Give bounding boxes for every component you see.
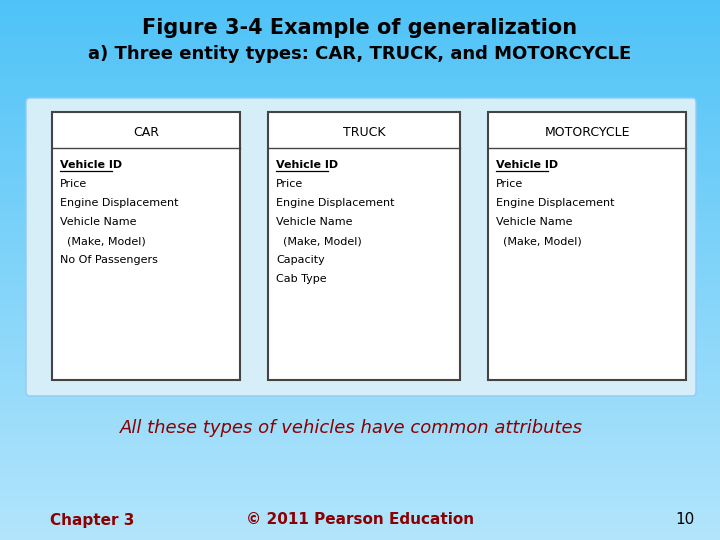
Text: © 2011 Pearson Education: © 2011 Pearson Education: [246, 512, 474, 528]
Text: a) Three entity types: CAR, TRUCK, and MOTORCYCLE: a) Three entity types: CAR, TRUCK, and M…: [89, 45, 631, 63]
Text: MOTORCYCLE: MOTORCYCLE: [544, 125, 630, 138]
Text: All these types of vehicles have common attributes: All these types of vehicles have common …: [120, 419, 583, 437]
FancyBboxPatch shape: [26, 98, 696, 396]
Text: Chapter 3: Chapter 3: [50, 512, 135, 528]
Text: Figure 3-4 Example of generalization: Figure 3-4 Example of generalization: [143, 18, 577, 38]
Text: Engine Displacement: Engine Displacement: [60, 198, 179, 208]
Text: TRUCK: TRUCK: [343, 125, 385, 138]
Text: Capacity: Capacity: [276, 255, 325, 265]
Text: 10: 10: [676, 512, 695, 528]
Bar: [488, 112, 686, 380]
Text: Engine Displacement: Engine Displacement: [276, 198, 395, 208]
Text: Vehicle ID: Vehicle ID: [496, 160, 558, 170]
Bar: [52, 112, 240, 380]
Text: Vehicle ID: Vehicle ID: [276, 160, 338, 170]
Text: Cab Type: Cab Type: [276, 274, 327, 284]
Text: Price: Price: [60, 179, 87, 189]
Text: Price: Price: [496, 179, 523, 189]
Bar: [268, 112, 460, 380]
Text: CAR: CAR: [133, 125, 159, 138]
Text: Vehicle Name: Vehicle Name: [60, 217, 137, 227]
Text: Vehicle Name: Vehicle Name: [276, 217, 353, 227]
Text: (Make, Model): (Make, Model): [496, 236, 582, 246]
Text: (Make, Model): (Make, Model): [60, 236, 145, 246]
Text: (Make, Model): (Make, Model): [276, 236, 361, 246]
Text: Vehicle Name: Vehicle Name: [496, 217, 572, 227]
Text: Price: Price: [276, 179, 303, 189]
Text: Vehicle ID: Vehicle ID: [60, 160, 122, 170]
Text: Engine Displacement: Engine Displacement: [496, 198, 614, 208]
Text: No Of Passengers: No Of Passengers: [60, 255, 158, 265]
